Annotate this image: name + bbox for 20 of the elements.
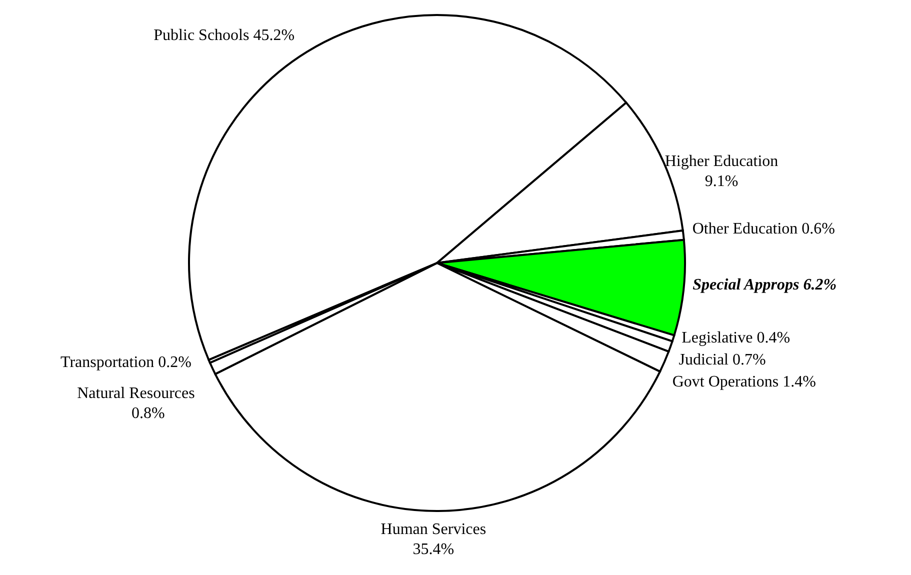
slice-label: Public Schools (154, 26, 250, 44)
data-label: 6.2% (803, 276, 837, 294)
slice-label: Transportation (60, 354, 154, 371)
data-label: 0.6% (802, 220, 835, 238)
data-label: 0.8% (132, 404, 165, 422)
data-label: 0.4% (756, 330, 790, 347)
slice-label: Judicial (678, 352, 728, 369)
slice-label: Human Services (380, 520, 486, 538)
data-label: 35.4% (412, 540, 454, 558)
data-label: 1.4% (782, 374, 816, 391)
slice-label: Legislative (682, 330, 753, 347)
slice-label: Other Education (692, 220, 798, 238)
data-label: 45.2% (253, 26, 295, 44)
slice-label: Natural Resources (77, 384, 195, 402)
data-label: 0.7% (732, 352, 766, 369)
slice-label: Special Approps (692, 276, 800, 294)
data-label: 9.1% (704, 172, 738, 190)
data-label: 0.2% (158, 354, 192, 371)
slice-label: Govt Operations (672, 374, 779, 391)
slice-label: Higher Education (664, 152, 778, 170)
